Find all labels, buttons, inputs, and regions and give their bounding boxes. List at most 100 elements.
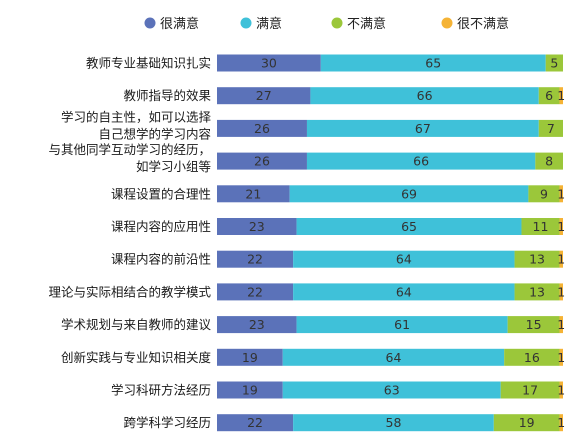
- category-label: 课程内容的前沿性: [111, 252, 211, 267]
- data-label: 1: [557, 284, 565, 299]
- bar-segment: [559, 381, 563, 399]
- data-label: 63: [384, 383, 400, 398]
- bar-segment: [535, 152, 563, 170]
- bar-segment: [217, 54, 321, 72]
- data-label: 1: [557, 186, 565, 201]
- data-label: 64: [396, 284, 412, 299]
- bar-segment: [217, 381, 283, 399]
- bar-segment: [306, 119, 539, 137]
- data-label: 1: [557, 350, 565, 365]
- data-label: 11: [533, 219, 549, 234]
- data-label: 64: [396, 252, 412, 267]
- data-label: 23: [249, 219, 265, 234]
- data-label: 21: [245, 186, 261, 201]
- bar-segment: [559, 87, 563, 105]
- chart-row: 跨学科学习经历 22 58 19 1: [123, 414, 565, 432]
- data-label: 22: [247, 415, 263, 430]
- data-label: 1: [557, 317, 565, 332]
- bar-segment: [559, 218, 563, 235]
- bar-segment: [217, 87, 311, 105]
- bar-segment: [217, 348, 283, 366]
- legend-item: 很不满意: [441, 16, 509, 32]
- legend-item: 很满意: [144, 16, 199, 32]
- chart-row: 创新实践与专业知识相关度 19 64 16 1: [61, 348, 565, 366]
- data-label: 13: [529, 284, 545, 299]
- bar-segment: [293, 250, 515, 268]
- chart-row: 课程设置的合理性 21 69 9 1: [111, 185, 565, 203]
- data-label: 64: [386, 350, 402, 365]
- data-label: 1: [557, 383, 565, 398]
- data-label: 1: [557, 219, 565, 234]
- data-label: 15: [526, 317, 542, 332]
- category-label: 课程内容的应用性: [111, 219, 211, 234]
- bar-segment: [545, 54, 563, 72]
- legend-item: 满意: [240, 16, 282, 32]
- bar-segment: [559, 250, 563, 268]
- bar-segment: [500, 381, 560, 399]
- chart-row: 学习的自主性，如可以选择自己想学的学习内容 26 67 7: [61, 109, 563, 141]
- data-label: 8: [545, 154, 553, 169]
- data-label: 58: [386, 415, 402, 430]
- bar-segment: [293, 414, 494, 432]
- data-label: 67: [415, 121, 431, 136]
- data-label: 69: [401, 186, 417, 201]
- bar-segment: [559, 185, 563, 203]
- data-label: 16: [524, 350, 540, 365]
- category-label: 学术规划与来自教师的建议: [61, 317, 212, 332]
- data-label: 66: [417, 88, 433, 103]
- chart-row: 课程内容的前沿性 22 64 13 1: [111, 250, 565, 268]
- data-label: 5: [550, 56, 558, 71]
- bar-segment: [310, 87, 539, 105]
- data-label: 19: [242, 383, 258, 398]
- bar-segment: [217, 250, 294, 268]
- data-label: 1: [557, 252, 565, 267]
- data-label: 65: [401, 219, 417, 234]
- legend-item: 不满意: [331, 16, 386, 32]
- category-label: 跨学科学习经历: [123, 415, 211, 430]
- data-label: 1: [557, 415, 565, 430]
- legend-swatch: [240, 17, 252, 29]
- chart-row: 与其他同学互动学习的经历，如学习小组等 26 66 8: [48, 142, 563, 174]
- data-label: 66: [413, 154, 429, 169]
- chart-row: 学习科研方法经历 19 63 17 1: [111, 381, 565, 399]
- chart-row: 教师专业基础知识扎实 30 65 5: [86, 54, 563, 72]
- data-label: 26: [254, 121, 270, 136]
- legend-swatch: [144, 17, 156, 29]
- bar-segment: [559, 348, 563, 366]
- bar-segment: [559, 316, 563, 334]
- legend-label: 满意: [256, 16, 282, 32]
- data-label: 6: [545, 88, 553, 103]
- bar-segment: [217, 185, 290, 203]
- category-label: 教师指导的效果: [123, 88, 211, 103]
- bar-segment: [521, 218, 560, 235]
- data-label: 27: [256, 88, 272, 103]
- bar-segment: [217, 283, 294, 301]
- data-label: 22: [247, 284, 263, 299]
- data-label: 19: [242, 350, 258, 365]
- chart-row: 理论与实际相结合的教学模式 22 64 13 1: [48, 283, 565, 301]
- data-label: 9: [540, 186, 548, 201]
- bar-segment: [217, 218, 297, 235]
- bar-segment: [528, 185, 560, 203]
- bar-segment: [514, 283, 560, 301]
- bar-segment: [514, 250, 560, 268]
- data-label: 30: [261, 56, 277, 71]
- bar-segment: [217, 119, 307, 137]
- bar-segment: [306, 152, 536, 170]
- legend-swatch: [441, 17, 453, 29]
- legend-swatch: [331, 17, 343, 29]
- data-label: 23: [249, 317, 265, 332]
- bar-segment: [217, 316, 297, 334]
- legend-label: 不满意: [347, 16, 386, 32]
- data-label: 65: [425, 56, 441, 71]
- data-label: 7: [547, 121, 555, 136]
- bar-segment: [282, 381, 501, 399]
- category-label: 教师专业基础知识扎实: [86, 56, 211, 71]
- bar-segment: [559, 414, 563, 432]
- category-label: 与其他同学互动学习的经历，如学习小组等: [48, 142, 211, 174]
- legend-label: 很不满意: [457, 16, 509, 32]
- legend-label: 很满意: [160, 16, 199, 32]
- bar-segment: [217, 414, 294, 432]
